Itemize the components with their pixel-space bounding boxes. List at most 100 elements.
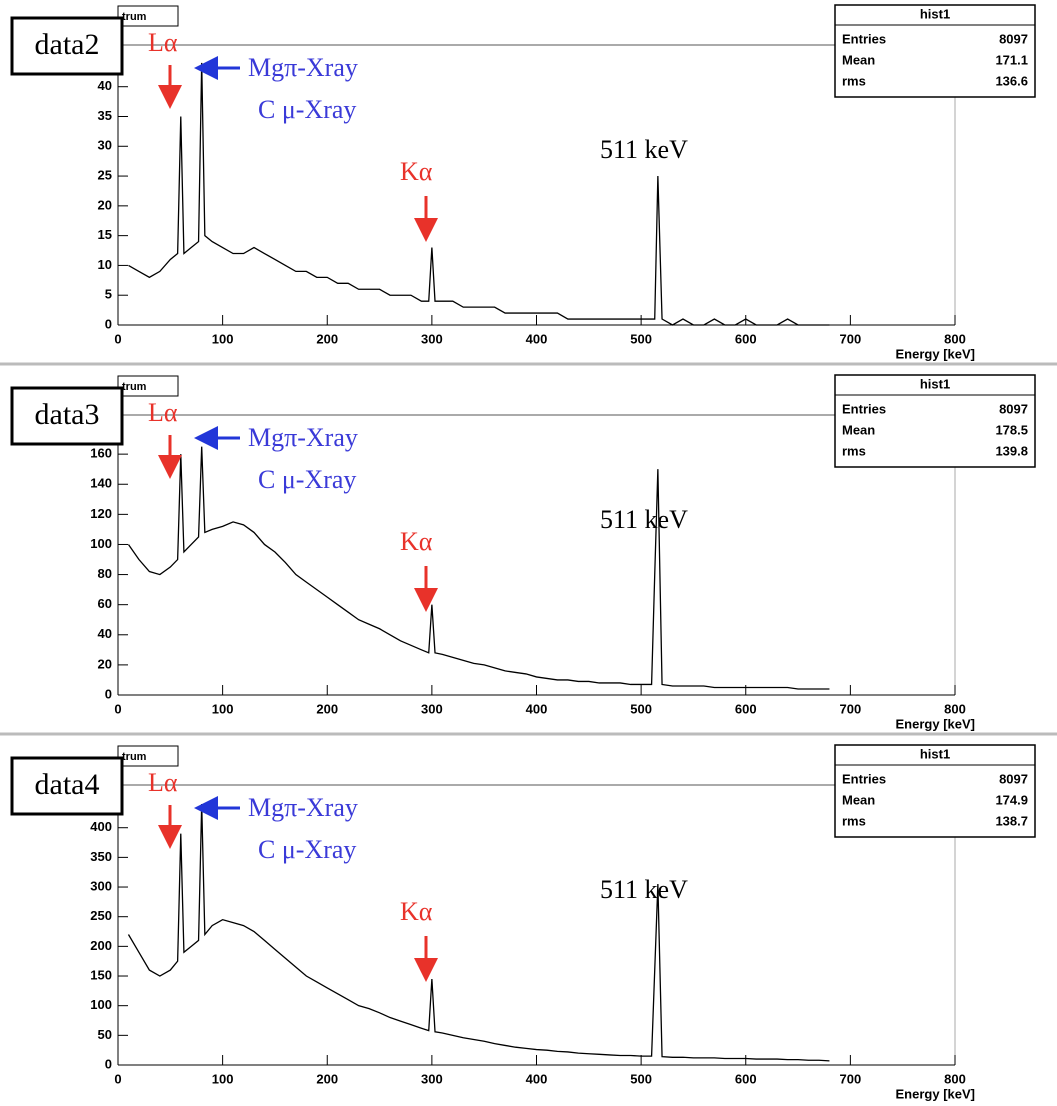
x-axis-label: Energy [keV] [896, 716, 975, 731]
chart-title: trum [122, 11, 147, 23]
x-tick-label: 0 [114, 331, 121, 346]
y-tick-label: 30 [98, 138, 112, 153]
x-tick-label: 800 [944, 701, 966, 716]
spectrum-line [128, 62, 830, 326]
y-tick-label: 160 [90, 446, 112, 461]
stats-box [834, 744, 1036, 838]
y-tick-label: 0 [105, 686, 112, 701]
stats-label: rms [842, 443, 866, 458]
y-tick-label: 250 [90, 908, 112, 923]
x-tick-label: 600 [735, 1071, 757, 1086]
y-tick-label: 35 [98, 108, 112, 123]
annotation: Mgπ-Xray [248, 793, 358, 822]
x-tick-label: 600 [735, 701, 757, 716]
x-tick-label: 600 [735, 331, 757, 346]
y-tick-label: 20 [98, 197, 112, 212]
stats-title: hist1 [920, 746, 950, 761]
spectrum-line [127, 803, 830, 1062]
x-tick-label: 100 [212, 1071, 234, 1086]
x-tick-label: 0 [114, 1071, 121, 1086]
y-tick-label: 5 [105, 287, 112, 302]
panel-label: data4 [35, 768, 100, 801]
x-tick-label: 200 [316, 701, 338, 716]
x-tick-label: 400 [526, 1071, 548, 1086]
x-tick-label: 500 [630, 701, 652, 716]
y-tick-label: 50 [98, 1027, 112, 1042]
y-tick-label: 120 [90, 506, 112, 521]
annotation: Lα [148, 768, 178, 797]
panel-label: data2 [35, 28, 100, 61]
x-tick-label: 100 [212, 331, 234, 346]
y-tick-label: 100 [90, 536, 112, 551]
panel-label-box [10, 16, 124, 76]
annotation: 511 keV [600, 505, 688, 534]
x-tick-label: 700 [840, 331, 862, 346]
y-tick-label: 400 [90, 819, 112, 834]
y-tick-label: 0 [105, 316, 112, 331]
annotation: Kα [400, 527, 433, 556]
y-tick-label: 140 [90, 476, 112, 491]
panel-label-box [10, 756, 124, 816]
x-tick-label: 800 [944, 331, 966, 346]
chart-title: trum [122, 381, 147, 393]
x-tick-label: 700 [840, 701, 862, 716]
x-tick-label: 200 [316, 1071, 338, 1086]
annotation: Mgπ-Xray [248, 423, 358, 452]
stats-label: Mean [842, 422, 875, 437]
stats-label: Mean [842, 52, 875, 67]
stats-label: Entries [842, 31, 886, 46]
stats-label: rms [842, 73, 866, 88]
x-tick-label: 400 [526, 701, 548, 716]
y-tick-label: 100 [90, 997, 112, 1012]
stats-label: rms [842, 813, 866, 828]
stats-value: 174.9 [995, 792, 1028, 807]
stats-value: 171.1 [995, 52, 1028, 67]
x-axis-label: Energy [keV] [896, 346, 975, 361]
stats-box [834, 374, 1036, 468]
x-tick-label: 300 [421, 1071, 443, 1086]
stats-box [834, 4, 1036, 98]
y-tick-label: 200 [90, 938, 112, 953]
y-tick-label: 350 [90, 849, 112, 864]
annotation: C μ-Xray [258, 835, 356, 864]
y-tick-label: 25 [98, 168, 112, 183]
stats-label: Entries [842, 771, 886, 786]
y-tick-label: 300 [90, 878, 112, 893]
x-tick-label: 300 [421, 701, 443, 716]
stats-value: 8097 [999, 31, 1028, 46]
stats-value: 8097 [999, 401, 1028, 416]
spectrum-line [127, 446, 830, 690]
title-box [117, 375, 179, 397]
panel-label: data3 [35, 398, 100, 431]
annotation: C μ-Xray [258, 95, 356, 124]
x-tick-label: 500 [630, 331, 652, 346]
annotation: 511 keV [600, 875, 688, 904]
stats-value: 8097 [999, 771, 1028, 786]
y-tick-label: 40 [98, 78, 112, 93]
annotation: Kα [400, 157, 433, 186]
stats-label: Mean [842, 792, 875, 807]
y-tick-label: 10 [98, 257, 112, 272]
stats-value: 178.5 [995, 422, 1028, 437]
title-box [117, 5, 179, 27]
y-tick-label: 0 [105, 1056, 112, 1071]
y-tick-label: 150 [90, 967, 112, 982]
stats-title: hist1 [920, 6, 950, 21]
annotation: Mgπ-Xray [248, 53, 358, 82]
x-tick-label: 400 [526, 331, 548, 346]
x-tick-label: 500 [630, 1071, 652, 1086]
annotation: C μ-Xray [258, 465, 356, 494]
stats-value: 139.8 [995, 443, 1028, 458]
y-tick-label: 15 [98, 227, 112, 242]
annotation: Kα [400, 897, 433, 926]
y-tick-label: 60 [98, 596, 112, 611]
x-tick-label: 200 [316, 331, 338, 346]
x-tick-label: 700 [840, 1071, 862, 1086]
stats-value: 138.7 [995, 813, 1028, 828]
annotation: 511 keV [600, 135, 688, 164]
stats-title: hist1 [920, 376, 950, 391]
annotation: Lα [148, 398, 178, 427]
y-tick-label: 20 [98, 656, 112, 671]
